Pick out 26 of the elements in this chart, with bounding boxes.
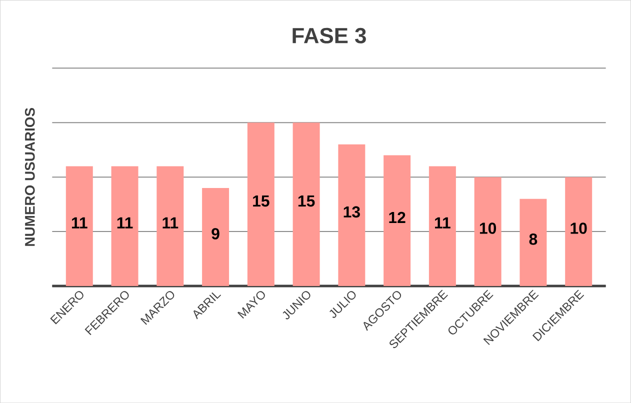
bar	[292, 122, 320, 286]
data-label: 15	[253, 195, 270, 207]
bar	[428, 166, 456, 286]
data-label: 8	[529, 233, 538, 245]
data-label: 10	[480, 222, 496, 234]
data-label: 10	[570, 222, 587, 234]
data-label: 12	[389, 212, 406, 223]
data-label: 11	[72, 217, 88, 228]
y-axis-title: NUMERO USUARIOS	[24, 108, 35, 246]
bar	[474, 177, 502, 286]
data-label: 15	[298, 195, 315, 207]
bar	[565, 177, 592, 286]
data-label: 11	[162, 217, 178, 228]
data-label: 11	[435, 217, 450, 228]
bar	[202, 188, 230, 286]
bar	[520, 198, 547, 286]
bar	[156, 166, 184, 286]
bar	[247, 122, 274, 286]
bar	[66, 166, 93, 286]
bar	[384, 155, 411, 286]
data-label: 13	[344, 206, 360, 218]
bar	[111, 166, 138, 286]
chart-title: FASE 3	[292, 28, 366, 44]
data-label: 11	[117, 217, 133, 228]
data-label: 9	[212, 228, 220, 240]
bar	[338, 144, 366, 286]
